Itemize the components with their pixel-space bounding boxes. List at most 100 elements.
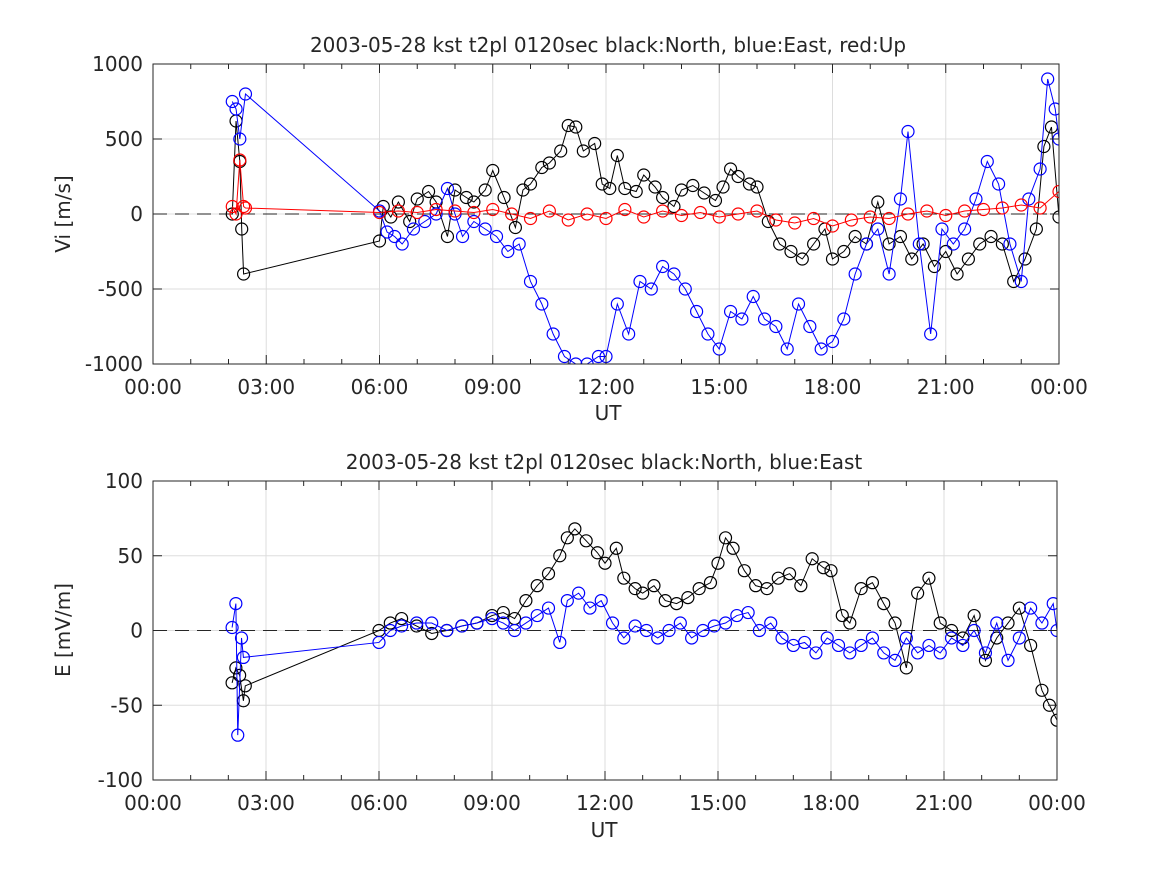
data-point: [561, 118, 575, 133]
data-point: [794, 579, 808, 593]
data-point: [911, 586, 925, 600]
data-point: [523, 177, 538, 191]
data-point: [535, 297, 549, 311]
data-point: [637, 168, 651, 182]
y-tick-label: -100: [98, 768, 143, 792]
data-point: [598, 556, 612, 570]
data-point: [782, 567, 797, 581]
data-point: [958, 222, 972, 236]
data-point: [590, 546, 605, 560]
data-point: [372, 234, 387, 248]
data-point: [1014, 198, 1028, 212]
data-point: [723, 304, 738, 319]
data-point: [764, 616, 778, 630]
data-point: [978, 653, 993, 668]
data-point: [599, 211, 613, 226]
data-point: [383, 623, 397, 638]
data-point: [560, 593, 574, 608]
data-point: [935, 222, 949, 236]
data-point: [486, 202, 500, 217]
data-point: [678, 282, 692, 296]
data-point: [980, 154, 994, 169]
data-point: [1003, 237, 1017, 251]
data-point: [1048, 102, 1059, 116]
data-point: [995, 201, 1009, 215]
data-point: [1024, 638, 1038, 653]
data-point: [557, 349, 572, 364]
data-point: [825, 219, 840, 233]
data-point: [1012, 631, 1026, 645]
data-point: [692, 582, 706, 596]
data-point: [403, 214, 417, 229]
data-point: [637, 210, 651, 224]
velocity-panel-xlabel: UT: [595, 401, 623, 425]
data-point: [648, 180, 662, 194]
data-point: [927, 259, 942, 274]
data-point: [647, 579, 661, 593]
data-point: [718, 531, 733, 545]
x-tick-label: 21:00: [915, 791, 973, 815]
data-point: [1014, 274, 1028, 289]
data-point: [798, 635, 812, 650]
data-point: [746, 289, 760, 304]
data-point: [976, 202, 991, 217]
data-point: [708, 193, 723, 208]
data-point: [497, 190, 511, 205]
data-point: [237, 199, 251, 214]
x-tick-label: 18:00: [802, 791, 860, 815]
data-point: [922, 571, 936, 585]
x-tick-label: 00:00: [124, 791, 182, 815]
data-point: [372, 205, 387, 220]
data-point: [229, 102, 243, 116]
data-point: [644, 282, 658, 296]
data-point: [1033, 201, 1047, 215]
data-point: [807, 237, 821, 251]
data-point: [234, 631, 249, 645]
data-point: [617, 571, 631, 585]
data-point: [831, 638, 846, 653]
data-point: [742, 177, 757, 191]
x-tick-label: 12:00: [577, 375, 635, 399]
data-point: [711, 556, 725, 570]
data-point: [410, 616, 424, 630]
data-point: [580, 357, 594, 364]
velocity-panel-title: 2003-05-28 kst t2pl 0120sec black:North,…: [310, 33, 906, 57]
data-point: [843, 616, 857, 630]
data-point: [233, 132, 247, 146]
data-point: [572, 586, 586, 600]
y-tick-label: 0: [130, 202, 143, 226]
data-point: [489, 229, 504, 244]
data-point: [814, 342, 828, 356]
data-point: [629, 184, 643, 199]
data-point: [508, 220, 523, 235]
data-point: [723, 162, 738, 176]
data-point: [580, 207, 594, 221]
data-point: [697, 186, 711, 200]
data-point: [701, 327, 715, 341]
data-point: [978, 646, 993, 660]
data-point: [633, 274, 647, 289]
data-point: [519, 593, 533, 608]
data-point: [712, 210, 726, 224]
data-point: [916, 237, 930, 251]
data-point: [656, 259, 670, 274]
data-point: [425, 616, 439, 630]
data-point: [667, 267, 681, 281]
efield-panel-title: 2003-05-28 kst t2pl 0120sec black:North,…: [346, 450, 863, 474]
data-point: [639, 623, 654, 638]
data-point: [920, 204, 934, 218]
data-point: [718, 616, 733, 630]
data-point: [594, 593, 608, 608]
data-point: [854, 582, 868, 596]
data-point: [448, 204, 462, 218]
data-point: [716, 180, 730, 194]
data-point: [569, 120, 583, 134]
y-tick-label: -1000: [85, 352, 143, 376]
data-point: [406, 222, 421, 236]
data-point: [703, 576, 718, 590]
data-point: [229, 207, 243, 221]
data-point: [501, 244, 515, 259]
data-point: [541, 601, 556, 615]
data-point: [865, 631, 880, 645]
velocity-panel-ylabel: Vi [m/s]: [51, 175, 75, 252]
